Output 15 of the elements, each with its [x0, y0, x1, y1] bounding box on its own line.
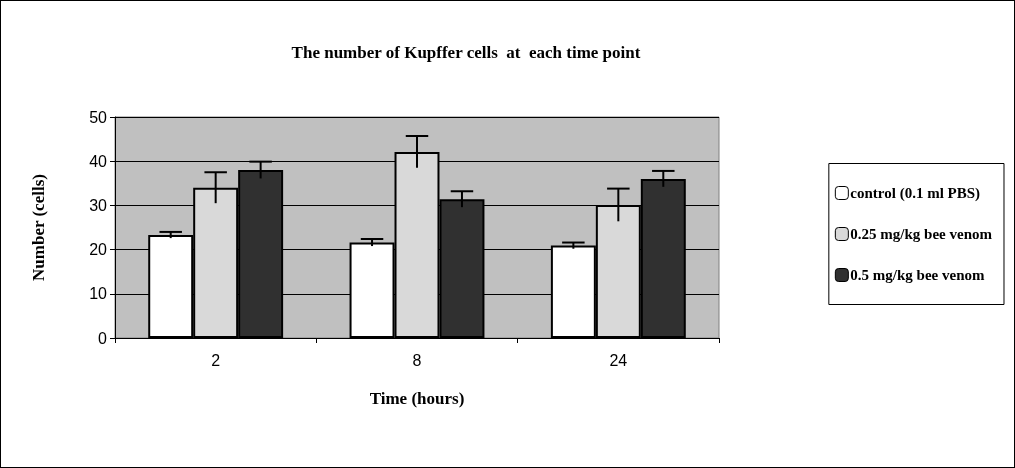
y-tick-label: 50 — [89, 108, 108, 126]
y-tick-label: 40 — [89, 152, 108, 170]
y-tick-label: 20 — [89, 241, 108, 259]
x-tick-label: 24 — [609, 351, 628, 369]
legend-label: 0.5 mg/kg bee venom — [850, 267, 985, 283]
chart-title: The number of Kupffer cells at each time point — [291, 43, 641, 62]
x-axis-title: Time (hours) — [369, 389, 465, 408]
x-tick-label: 2 — [211, 351, 221, 369]
x-tick-label: 8 — [412, 351, 422, 369]
y-tick-label: 0 — [98, 329, 108, 347]
y-axis-title: Number (cells) — [29, 174, 48, 281]
legend-label: control (0.1 ml PBS) — [850, 185, 981, 202]
legend-label: 0.25 mg/kg bee venom — [850, 226, 993, 242]
y-tick-label: 30 — [89, 196, 108, 214]
y-tick-label: 10 — [89, 285, 108, 303]
